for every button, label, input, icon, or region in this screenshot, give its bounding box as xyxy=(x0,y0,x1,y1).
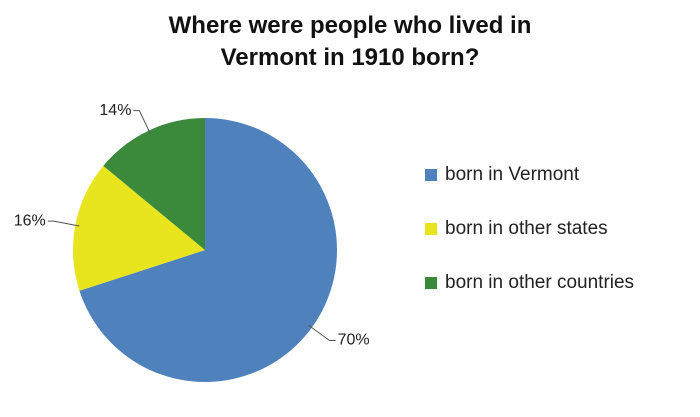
legend-swatch xyxy=(425,169,437,181)
leader-line xyxy=(133,110,151,135)
leader-line xyxy=(47,220,80,227)
leader-line xyxy=(308,324,336,342)
data-label: 16% xyxy=(14,212,46,229)
data-label: 14% xyxy=(99,102,131,119)
pie-slice xyxy=(72,165,205,291)
legend-label: born in other states xyxy=(445,218,608,239)
legend-label: born in other countries xyxy=(445,272,634,293)
data-label: 70% xyxy=(338,332,370,349)
chart-title: Where were people who lived in Vermont i… xyxy=(168,12,532,71)
pie-slice xyxy=(79,118,338,382)
pie-slice xyxy=(103,118,205,250)
legend-label: born in Vermont xyxy=(445,164,580,185)
legend-swatch xyxy=(425,277,437,289)
legend-swatch xyxy=(425,223,437,235)
